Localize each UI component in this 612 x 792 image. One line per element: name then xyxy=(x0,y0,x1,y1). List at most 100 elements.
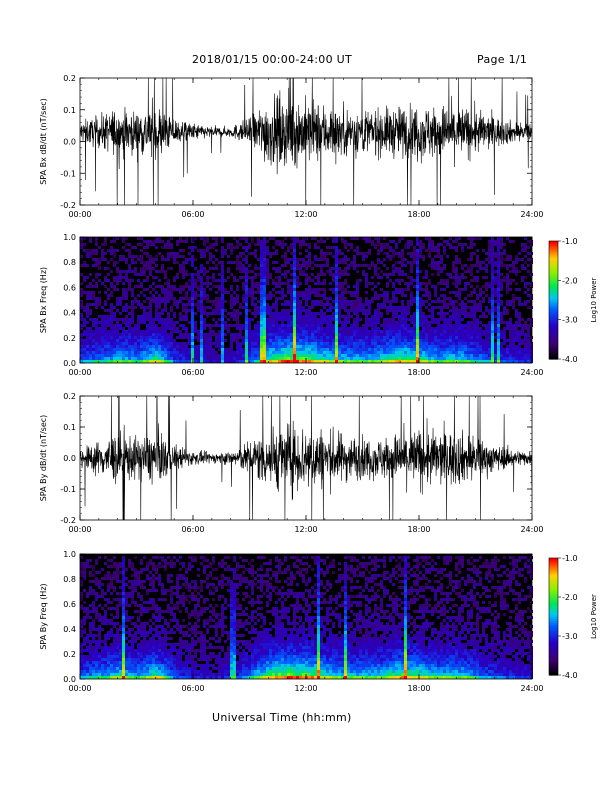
spectrogram-cell xyxy=(212,246,215,249)
spectrogram-cell xyxy=(467,351,470,354)
spectrogram-cell xyxy=(353,327,356,330)
spectrogram-cell xyxy=(428,360,431,363)
spectrogram-cell xyxy=(524,291,527,294)
spectrogram-cell xyxy=(107,336,110,339)
spectrogram-cell xyxy=(131,303,134,306)
spectrogram-cell xyxy=(296,285,299,288)
spectrogram-cell xyxy=(398,291,401,294)
spectrogram-cell xyxy=(320,255,323,258)
spectrogram-cell xyxy=(491,237,494,240)
spectrogram-cell xyxy=(467,354,470,357)
colorbar-segment xyxy=(549,254,558,258)
spectrogram-cell xyxy=(137,300,140,303)
spectrogram-cell xyxy=(389,258,392,261)
spectrogram-cell xyxy=(470,258,473,261)
spectrogram-cell xyxy=(92,336,95,339)
spectrogram-cell xyxy=(173,258,176,261)
spectrogram-cell xyxy=(305,294,308,297)
spectrogram-cell xyxy=(140,342,143,345)
colorbar-segment xyxy=(549,323,558,327)
spectrogram-cell xyxy=(446,351,449,354)
spectrogram-cell xyxy=(389,321,392,324)
spectrogram-cell xyxy=(524,342,527,345)
spectrogram-cell xyxy=(518,270,521,273)
spectrogram-cell xyxy=(80,282,83,285)
spectrogram-cell xyxy=(305,345,308,348)
spectrogram-cell xyxy=(230,342,233,345)
spectrogram-cell xyxy=(239,357,242,360)
spectrogram-cell xyxy=(458,339,461,342)
spectrogram-cell xyxy=(92,252,95,255)
spectrogram-cell xyxy=(95,598,98,601)
spectrogram-cell xyxy=(446,342,449,345)
spectrogram-cell xyxy=(281,327,284,330)
spectrogram-cell xyxy=(509,258,512,261)
spectrogram-cell xyxy=(422,246,425,249)
spectrogram-cell xyxy=(95,240,98,243)
spectrogram-cell xyxy=(329,345,332,348)
spectrogram-cell xyxy=(446,240,449,243)
spectrogram-cell xyxy=(497,273,500,276)
by-waveform-panel: 00:00 06:00 12:00 18:00 24:00-0.2-0.10.00.10… xyxy=(39,392,544,534)
spectrogram-cell xyxy=(254,360,257,363)
spectrogram-cell xyxy=(500,264,503,267)
spectrogram-cell xyxy=(89,589,92,592)
spectrogram-cell xyxy=(161,360,164,363)
spectrogram-cell xyxy=(428,240,431,243)
spectrogram-cell xyxy=(80,243,83,246)
spectrogram-cell xyxy=(161,255,164,258)
spectrogram-cell xyxy=(365,285,368,288)
spectrogram-cell xyxy=(404,318,407,321)
spectrogram-cell xyxy=(293,261,296,264)
spectrogram-cell xyxy=(356,336,359,339)
spectrogram-cell xyxy=(236,351,239,354)
spectrogram-cell xyxy=(125,318,128,321)
spectrogram-cell xyxy=(512,360,515,363)
spectrogram-cell xyxy=(92,628,95,631)
spectrogram-cell xyxy=(518,339,521,342)
spectrogram-cell xyxy=(425,306,428,309)
spectrogram-cell xyxy=(98,264,101,267)
spectrogram-cell xyxy=(350,357,353,360)
spectrogram-cell xyxy=(320,237,323,240)
spectrogram-cell xyxy=(113,339,116,342)
spectrogram-cell xyxy=(149,306,152,309)
spectrogram-cell xyxy=(104,285,107,288)
spectrogram-cell xyxy=(293,360,296,363)
spectrogram-cell xyxy=(374,357,377,360)
spectrogram-cell xyxy=(98,261,101,264)
spectrogram-cell xyxy=(431,285,434,288)
spectrogram-cell xyxy=(311,291,314,294)
spectrogram-cell xyxy=(359,342,362,345)
spectrogram-cell xyxy=(386,339,389,342)
spectrogram-cell xyxy=(521,318,524,321)
spectrogram-cell xyxy=(245,237,248,240)
spectrogram-cell xyxy=(404,324,407,327)
spectrogram-cell xyxy=(482,285,485,288)
spectrogram-cell xyxy=(458,333,461,336)
spectrogram-cell xyxy=(176,303,179,306)
spectrogram-cell xyxy=(149,336,152,339)
spectrogram-cell xyxy=(380,336,383,339)
spectrogram-cell xyxy=(242,246,245,249)
spectrogram-cell xyxy=(203,324,206,327)
spectrogram-cell xyxy=(332,327,335,330)
spectrogram-cell xyxy=(203,312,206,315)
spectrogram-cell xyxy=(95,559,98,562)
spectrogram-cell xyxy=(275,315,278,318)
spectrogram-cell xyxy=(89,610,92,613)
spectrogram-cell xyxy=(476,276,479,279)
spectrogram-cell xyxy=(257,354,260,357)
spectrogram-cell xyxy=(443,327,446,330)
spectrogram-cell xyxy=(398,318,401,321)
spectrogram-cell xyxy=(356,330,359,333)
spectrogram-cell xyxy=(206,315,209,318)
spectrogram-cell xyxy=(356,357,359,360)
spectrogram-cell xyxy=(221,261,224,264)
spectrogram-cell xyxy=(428,336,431,339)
spectrogram-cell xyxy=(419,345,422,348)
spectrogram-cell xyxy=(368,309,371,312)
spectrogram-cell xyxy=(284,312,287,315)
spectrogram-cell xyxy=(398,330,401,333)
spectrogram-cell xyxy=(413,315,416,318)
